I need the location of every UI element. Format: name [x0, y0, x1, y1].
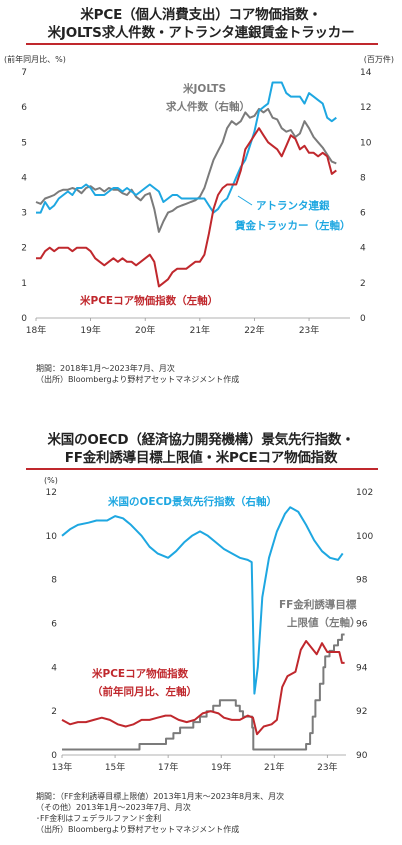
chart2-note-period-other: （その他）2013年1月～2023年7月、月次 — [36, 803, 191, 812]
chart2-annot-pce-1: 米PCEコア物価指数 — [91, 667, 189, 680]
chart2-y-right-tick: 92 — [356, 707, 367, 717]
chart1-title-line1: 米PCE（個人消費支出）コア物価指数・ — [80, 7, 322, 23]
chart2-annot-ff-2: 上限値（左軸） — [287, 616, 361, 629]
chart1-y-left-tick: 1 — [21, 279, 27, 289]
chart1-y-right-tick: 14 — [360, 68, 372, 78]
chart2-title-rule — [26, 468, 378, 470]
chart1-y-left-tick: 6 — [21, 103, 27, 113]
chart2-annot-ff-1: FF金利誘導目標 — [279, 598, 357, 611]
chart1-title-line2: 米JOLTS求人件数・アトランタ連銀賃金トラッカー — [47, 25, 355, 41]
chart1-annot-jolts-2: 求人件数（右軸） — [166, 100, 250, 113]
chart2-y-left-label: (%) — [44, 476, 58, 485]
chart2-note-source: （出所）Bloombergより野村アセットマネジメント作成 — [36, 825, 240, 834]
chart2-y-right-tick: 100 — [356, 532, 373, 542]
chart1-x-tick-label: 19年 — [80, 324, 100, 336]
chart2-series-line — [62, 633, 345, 751]
chart1-annot-pce: 米PCEコア物価指数（左軸） — [79, 294, 218, 307]
chart2-title-line2: FF金利誘導目標上限値・米PCEコア物価指数 — [64, 450, 338, 466]
chart2-x-tick-label: 19年 — [211, 761, 231, 773]
chart2-y-right-tick: 98 — [356, 576, 368, 586]
chart1-annot-jolts-1: 米JOLTS — [182, 82, 226, 95]
chart1-note-source: （出所）Bloombergより野村アセットマネジメント作成 — [36, 375, 240, 384]
chart1-note-period: 期間：2018年1月～2023年7月、月次 — [36, 364, 175, 373]
chart1-annot-atlanta-1: アトランタ連銀 — [256, 199, 330, 212]
chart1-y-left-tick: 3 — [21, 209, 27, 219]
chart2-y-right-tick: 96 — [356, 620, 368, 630]
chart2-y-left-tick: 10 — [46, 532, 58, 542]
chart1-y-right-tick: 8 — [360, 173, 366, 183]
chart2-series-line — [61, 640, 345, 736]
chart2-title-line1: 米国のOECD（経済協力開発機構）景気先行指数・ — [47, 432, 355, 448]
chart2-note-ff: ･FF金利はフェデラルファンド金利 — [36, 814, 162, 823]
chart1-y-right-label: (百万件) — [364, 54, 394, 64]
chart1-y-left-tick: 0 — [21, 314, 27, 324]
chart1-y-left-tick: 5 — [21, 138, 27, 148]
chart1-series-line — [36, 81, 337, 214]
chart2-y-left-tick: 0 — [51, 751, 57, 761]
chart2-annot-oecd: 米国のOECD景気先行指数（右軸） — [107, 495, 277, 508]
chart1-y-right-tick: 4 — [360, 244, 366, 254]
chart1-y-right-tick: 2 — [360, 279, 366, 289]
chart1-series-line — [36, 127, 337, 288]
chart2-note-period: 期間：（FF金利誘導目標上限値）2013年1月末～2023年8月末、月次 — [36, 792, 285, 801]
chart1-annot-atlanta-leader — [237, 195, 253, 206]
chart2-x-tick-label: 13年 — [52, 761, 72, 773]
chart2-x-tick-label: 21年 — [264, 761, 284, 773]
chart1-x-tick-label: 22年 — [244, 324, 264, 336]
chart2-y-right-tick: 102 — [356, 488, 373, 498]
chart2-x-tick-label: 15年 — [105, 761, 125, 773]
chart2-annot-pce-2: （前年同月比、左軸） — [92, 685, 197, 698]
chart1-y-left-tick: 2 — [21, 244, 27, 254]
chart2-x-tick-label: 17年 — [158, 761, 178, 773]
chart2-y-left-tick: 12 — [46, 488, 57, 498]
chart2-y-left-tick: 8 — [51, 576, 57, 586]
chart1-y-right-tick: 6 — [360, 209, 366, 219]
chart2-y-right-tick: 90 — [356, 751, 368, 761]
chart1-x-tick-label: 20年 — [135, 324, 155, 336]
chart1-y-right-tick: 12 — [360, 103, 371, 113]
chart1-x-tick-label: 23年 — [299, 324, 319, 336]
chart1-y-right-tick: 10 — [360, 138, 372, 148]
chart2-y-right-tick: 94 — [356, 663, 368, 673]
chart1-x-tick-label: 21年 — [190, 324, 210, 336]
chart1-y-right-tick: 0 — [360, 314, 366, 324]
chart2-series-line — [61, 506, 344, 695]
chart1-y-left-label: (前年同月比、%) — [4, 54, 66, 64]
chart2-y-left-tick: 4 — [51, 663, 57, 673]
chart1-y-left-tick: 4 — [21, 173, 27, 183]
chart1-title-rule — [26, 43, 378, 45]
chart1-series-line — [35, 107, 337, 233]
chart2-x-tick-label: 23年 — [317, 761, 337, 773]
chart1-annot-atlanta-2: 賃金トラッカー（左軸） — [234, 219, 351, 232]
chart2-y-left-tick: 2 — [51, 707, 57, 717]
chart1-x-tick-label: 18年 — [26, 324, 46, 336]
chart2-y-left-tick: 6 — [51, 620, 57, 630]
chart2-svg: (%) 0 2 4 6 8 10 12 90 92 94 96 98 100 102 13年 15年 17年 19年… — [44, 476, 373, 773]
chart1-y-left-tick: 7 — [21, 68, 27, 78]
